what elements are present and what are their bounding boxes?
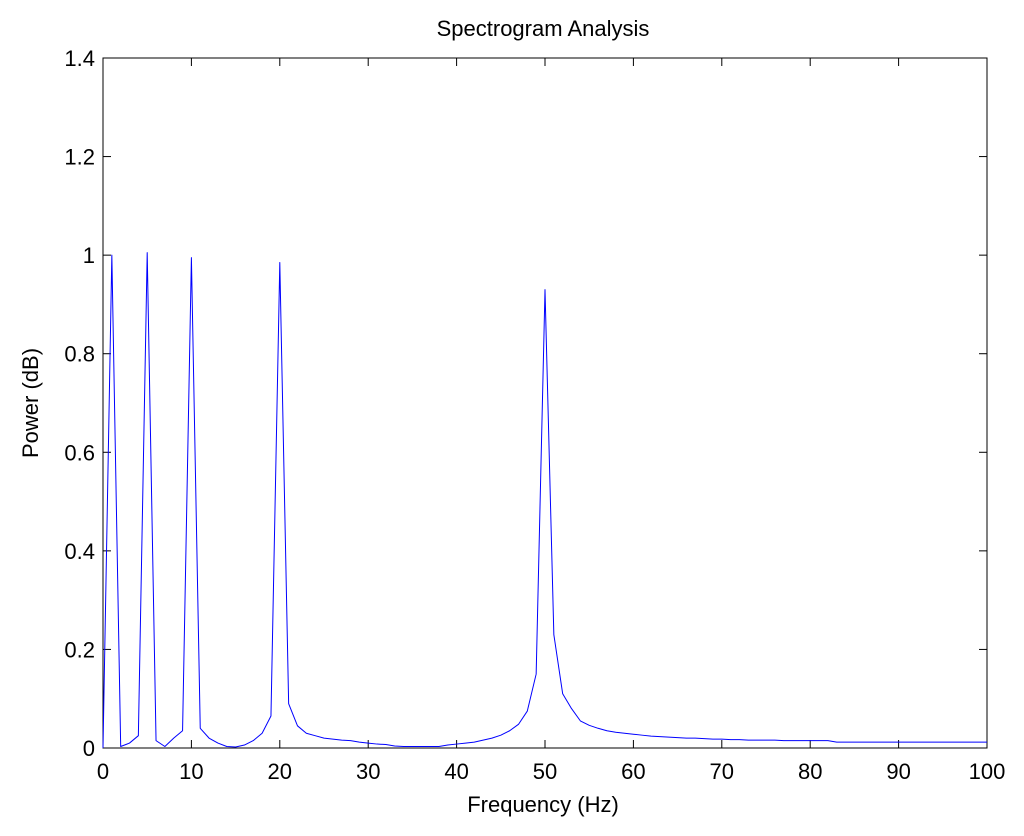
y-tick-label: 1.4 — [64, 46, 95, 71]
x-tick-label: 20 — [268, 759, 292, 784]
x-tick-label: 60 — [621, 759, 645, 784]
ticks — [102, 57, 988, 749]
x-tick-label: 90 — [886, 759, 910, 784]
x-tick-label: 0 — [97, 759, 109, 784]
tick-labels: 0 10 20 30 40 50 60 70 80 90 100 0 0.2 0.4 0.6 0.8 1 1.2 1… — [64, 46, 1005, 784]
x-tick-label: 40 — [444, 759, 468, 784]
y-tick-label: 0 — [83, 736, 95, 761]
y-axis-title: Power (dB) — [18, 348, 43, 458]
y-tick-label: 0.4 — [64, 539, 95, 564]
x-tick-label: 100 — [969, 759, 1006, 784]
x-tick-label: 10 — [179, 759, 203, 784]
x-tick-label: 80 — [798, 759, 822, 784]
plot-area — [102, 57, 988, 749]
y-tick-label: 0.2 — [64, 637, 95, 662]
series-line — [102, 252, 987, 749]
x-tick-label: 30 — [356, 759, 380, 784]
y-tick-label: 1.2 — [64, 145, 95, 170]
x-tick-label: 70 — [710, 759, 734, 784]
y-tick-label: 0.8 — [64, 342, 95, 367]
y-tick-label: 0.6 — [64, 440, 95, 465]
chart-title: Spectrogram Analysis — [437, 16, 650, 41]
x-axis-title: Frequency (Hz) — [467, 792, 619, 817]
y-tick-label: 1 — [83, 243, 95, 268]
x-tick-label: 50 — [533, 759, 557, 784]
